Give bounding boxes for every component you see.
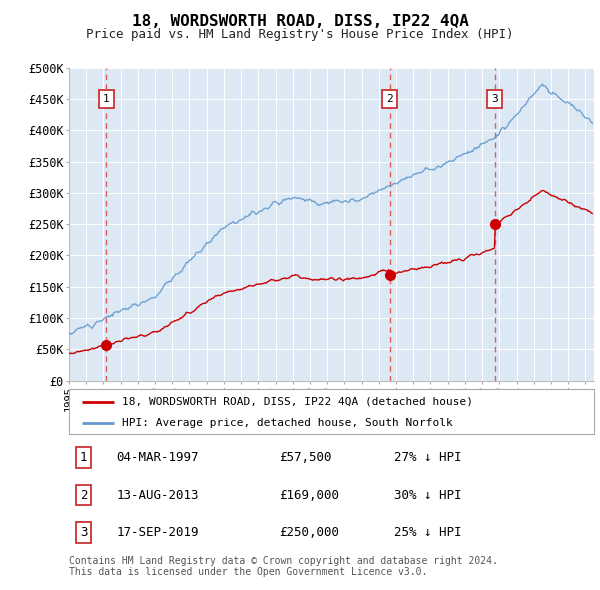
Text: 25% ↓ HPI: 25% ↓ HPI: [395, 526, 462, 539]
Text: 27% ↓ HPI: 27% ↓ HPI: [395, 451, 462, 464]
Text: Contains HM Land Registry data © Crown copyright and database right 2024.
This d: Contains HM Land Registry data © Crown c…: [69, 556, 498, 578]
Text: HPI: Average price, detached house, South Norfolk: HPI: Average price, detached house, Sout…: [121, 418, 452, 428]
Text: £169,000: £169,000: [279, 489, 339, 502]
Text: 18, WORDSWORTH ROAD, DISS, IP22 4QA: 18, WORDSWORTH ROAD, DISS, IP22 4QA: [131, 14, 469, 30]
Text: £250,000: £250,000: [279, 526, 339, 539]
Text: 1: 1: [80, 451, 88, 464]
Text: 04-MAR-1997: 04-MAR-1997: [116, 451, 199, 464]
Text: £57,500: £57,500: [279, 451, 331, 464]
Text: Price paid vs. HM Land Registry's House Price Index (HPI): Price paid vs. HM Land Registry's House …: [86, 28, 514, 41]
Text: 2: 2: [80, 489, 88, 502]
Text: 2: 2: [386, 94, 393, 104]
Text: 13-AUG-2013: 13-AUG-2013: [116, 489, 199, 502]
Text: 30% ↓ HPI: 30% ↓ HPI: [395, 489, 462, 502]
Text: 18, WORDSWORTH ROAD, DISS, IP22 4QA (detached house): 18, WORDSWORTH ROAD, DISS, IP22 4QA (det…: [121, 397, 473, 407]
Text: 3: 3: [491, 94, 498, 104]
Text: 3: 3: [80, 526, 88, 539]
Text: 17-SEP-2019: 17-SEP-2019: [116, 526, 199, 539]
Text: 1: 1: [103, 94, 110, 104]
